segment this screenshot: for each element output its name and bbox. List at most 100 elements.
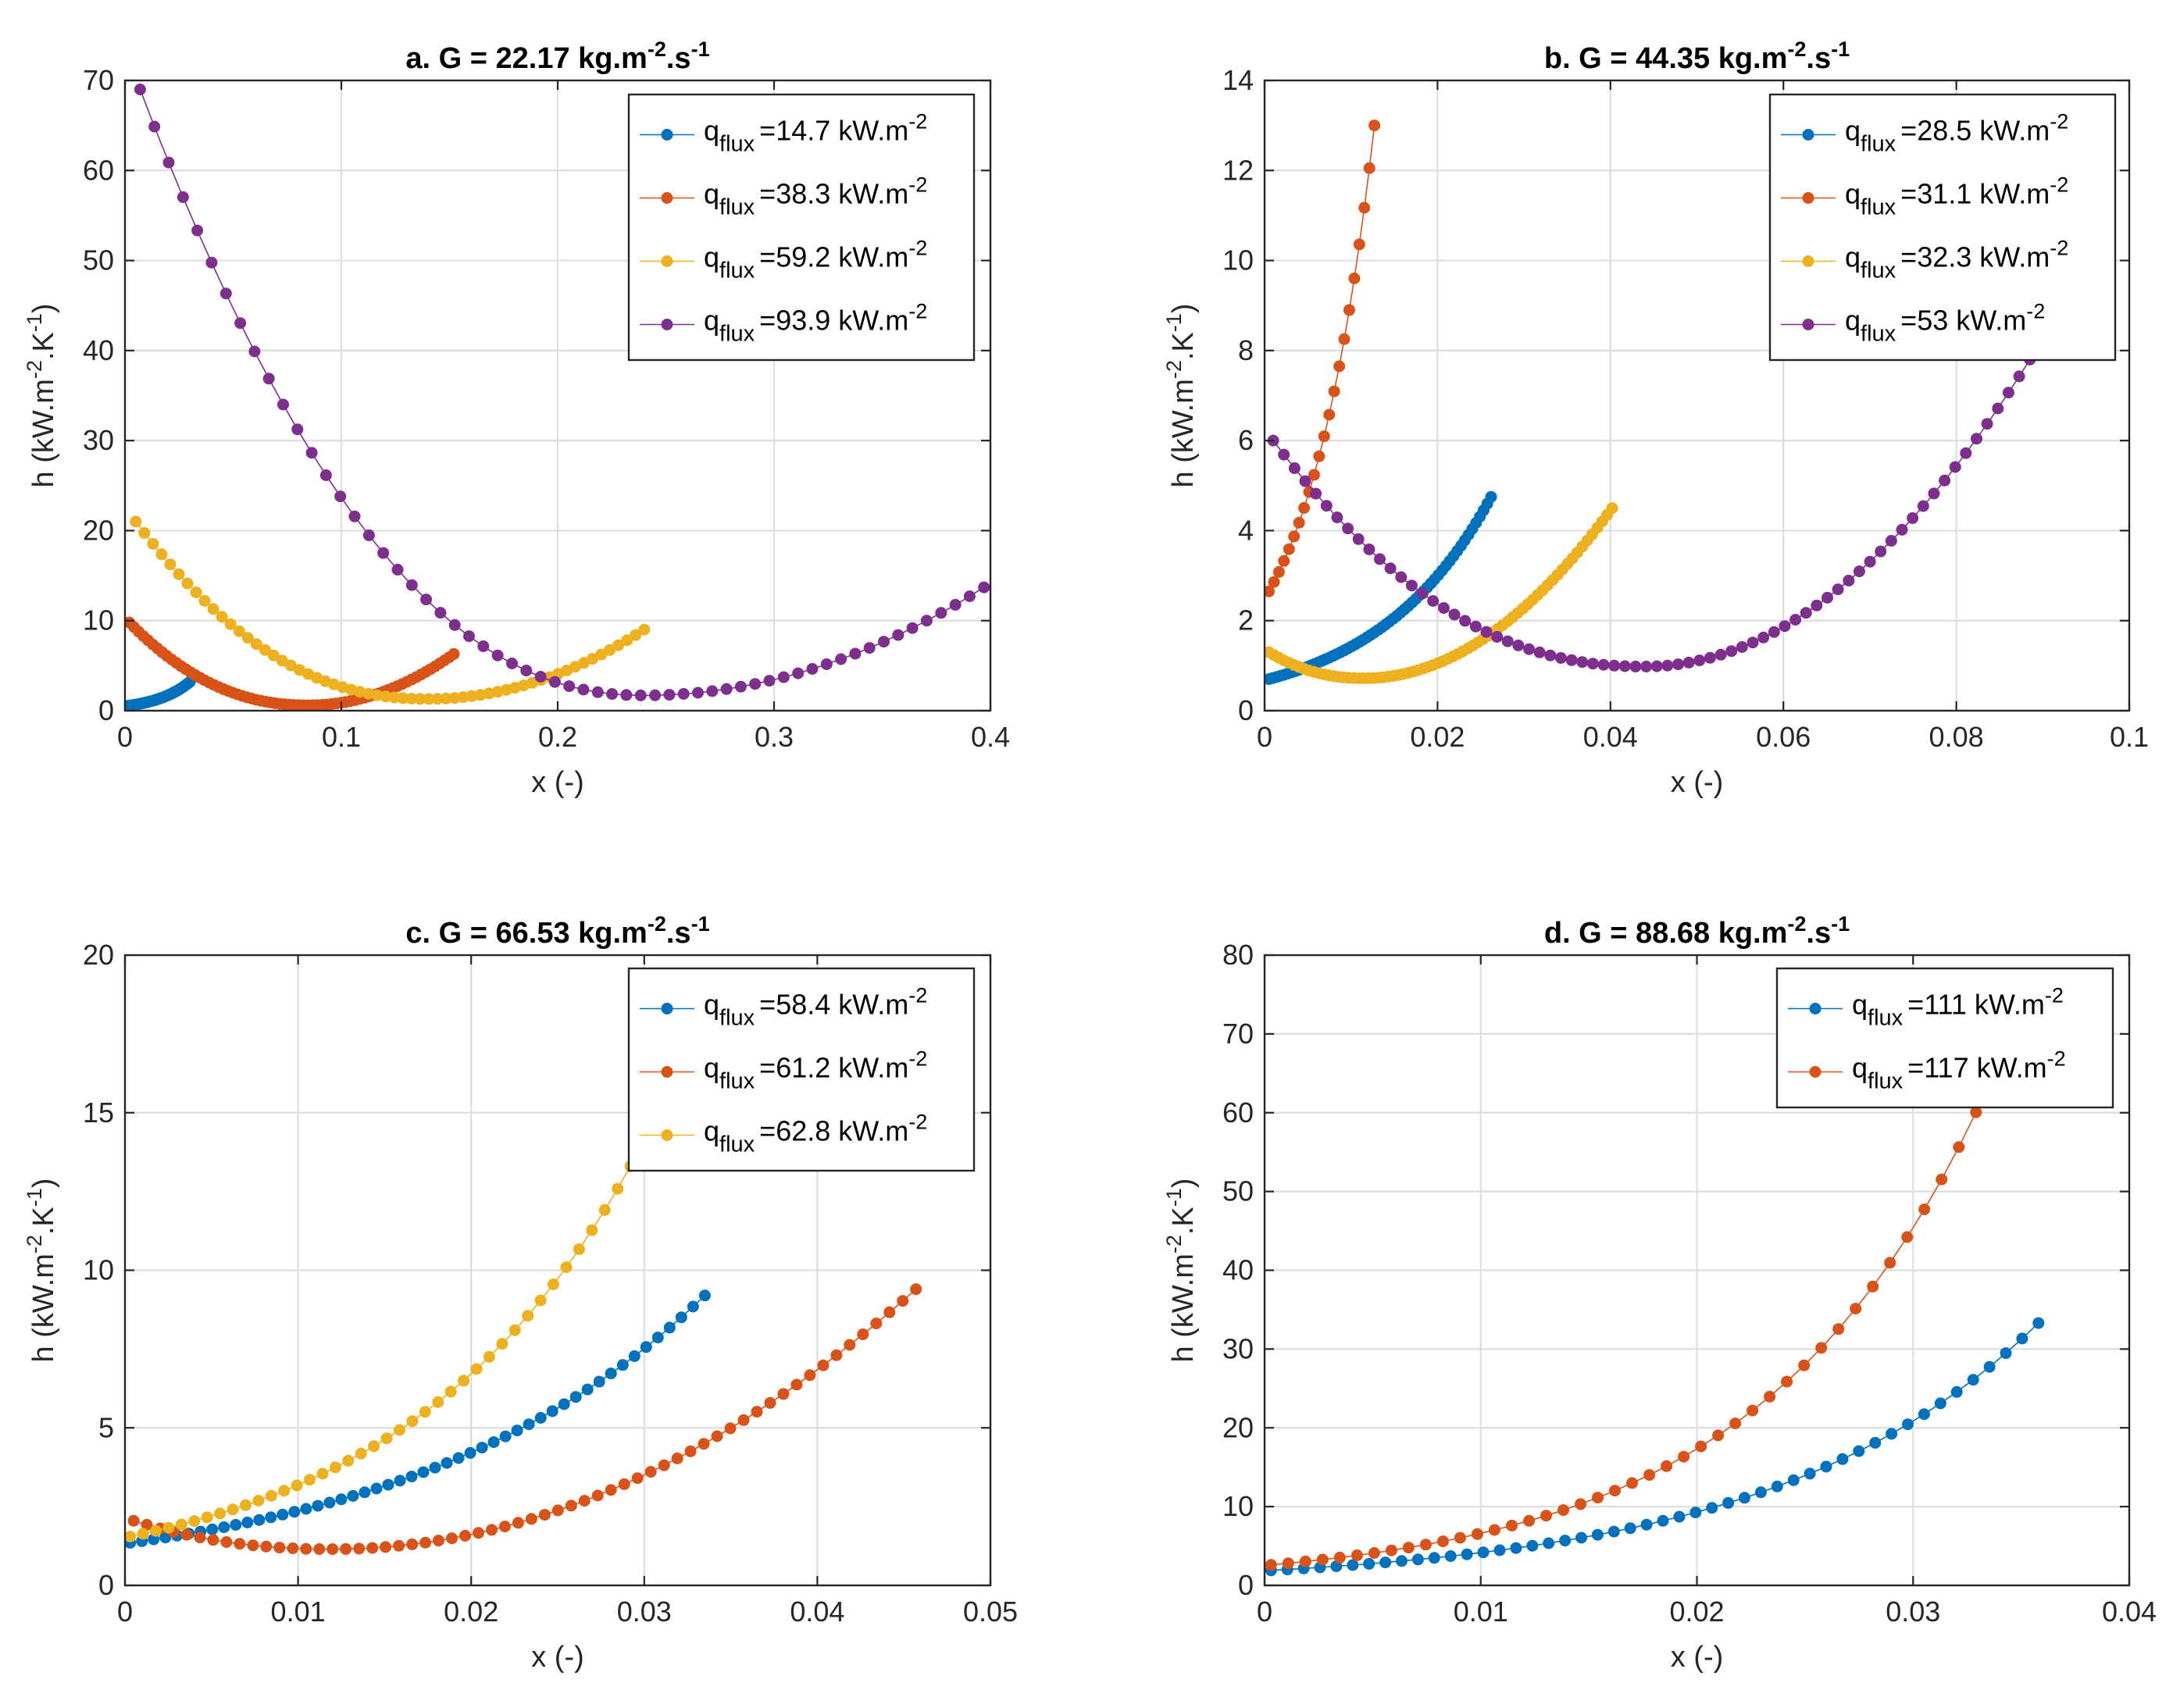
data-point	[763, 675, 776, 687]
data-point	[1869, 1436, 1882, 1449]
legend-marker	[661, 192, 673, 204]
data-point	[598, 1203, 611, 1216]
x-tick-label: 0.02	[1410, 721, 1465, 753]
data-point	[329, 1461, 341, 1474]
data-point	[1278, 554, 1290, 567]
data-point	[250, 638, 262, 651]
data-point	[457, 691, 469, 704]
y-axis-label: h (kW.m-2.K-1)	[1162, 304, 1200, 488]
data-point	[1673, 1510, 1686, 1523]
data-point	[1282, 1557, 1294, 1570]
legend-marker	[1802, 192, 1814, 204]
legend-box	[627, 967, 976, 1172]
data-point	[1714, 648, 1727, 661]
data-point	[218, 1521, 230, 1533]
data-point	[1650, 660, 1663, 672]
data-point	[634, 689, 647, 701]
data-point	[233, 625, 245, 637]
data-point	[663, 689, 676, 701]
data-point	[1347, 1559, 1359, 1571]
data-point	[1557, 1504, 1569, 1517]
data-point	[687, 1300, 699, 1313]
data-point	[278, 1485, 291, 1497]
data-point	[277, 398, 289, 411]
data-point	[1832, 1323, 1845, 1335]
data-point	[1313, 450, 1326, 462]
data-point	[312, 1499, 324, 1512]
x-tick-label: 0.03	[617, 1596, 672, 1628]
y-axis-label: h (kW.m-2.K-1)	[23, 304, 60, 488]
data-point	[1983, 1360, 1996, 1373]
data-point	[433, 1535, 444, 1547]
x-tick-label: 0.01	[1454, 1596, 1508, 1628]
data-point	[523, 1418, 535, 1431]
data-point	[640, 1341, 652, 1353]
data-point	[1331, 512, 1343, 523]
data-point	[319, 469, 332, 481]
data-point	[1867, 1280, 1879, 1293]
data-point	[1764, 1390, 1776, 1403]
data-point	[405, 1471, 418, 1483]
series-d-1	[1265, 1028, 2017, 1571]
y-tick-label: 6	[1238, 424, 1254, 456]
data-point	[1379, 1556, 1392, 1569]
data-point	[1815, 1342, 1828, 1354]
legend-label: qflux =59.2 kW.m-2	[704, 237, 927, 283]
data-point	[1506, 1519, 1518, 1531]
data-point	[1661, 1460, 1673, 1472]
y-tick-label: 0	[1238, 694, 1254, 726]
y-tick-label: 20	[83, 514, 114, 546]
x-tick-label: 0.1	[322, 721, 361, 753]
data-point	[1348, 273, 1361, 284]
data-point	[464, 1446, 476, 1459]
y-tick-label: 20	[83, 939, 114, 971]
data-point	[234, 1538, 246, 1550]
data-point	[1678, 1450, 1690, 1463]
data-point	[1559, 1535, 1572, 1547]
data-point	[1970, 1106, 1982, 1118]
data-point	[1471, 1528, 1483, 1540]
data-point	[1843, 574, 1855, 587]
x-tick-label: 0.02	[1669, 1596, 1724, 1628]
data-point	[287, 1542, 299, 1554]
data-point	[790, 1378, 803, 1391]
data-point	[191, 224, 204, 237]
data-point	[380, 1432, 393, 1445]
x-tick-label: 0	[117, 1596, 133, 1628]
data-point	[1512, 639, 1525, 651]
data-point	[1540, 1510, 1552, 1522]
data-point	[525, 1513, 537, 1525]
data-point	[164, 558, 177, 571]
data-point	[863, 642, 876, 654]
series-a-3	[134, 84, 990, 701]
data-point	[1288, 462, 1301, 474]
data-point	[1533, 646, 1546, 658]
data-point	[857, 1328, 869, 1340]
data-point	[150, 1524, 162, 1537]
data-point	[1739, 1492, 1750, 1504]
data-point	[963, 590, 976, 602]
data-point	[1351, 1549, 1363, 1561]
x-tick-label: 0.02	[444, 1596, 498, 1628]
data-point	[348, 510, 361, 522]
data-point	[353, 1542, 366, 1555]
chart-title: b. G = 44.35 kg.m-2.s-1	[1544, 37, 1850, 75]
data-point	[1444, 1550, 1457, 1562]
chart-title: c. G = 66.53 kg.m-2.s-1	[405, 912, 709, 950]
data-point	[1853, 1445, 1865, 1457]
legend-marker	[1802, 255, 1814, 267]
data-point	[677, 688, 690, 700]
data-point	[432, 1396, 444, 1408]
data-point	[1884, 1257, 1896, 1269]
data-point	[1626, 1477, 1638, 1489]
data-point	[1308, 469, 1320, 481]
data-point	[591, 1489, 604, 1502]
data-point	[749, 678, 762, 690]
data-point	[1609, 1485, 1621, 1497]
data-point	[630, 629, 642, 641]
data-point	[405, 579, 418, 591]
data-point	[538, 1509, 551, 1521]
data-point	[448, 692, 461, 704]
data-point	[878, 636, 890, 648]
data-point	[1416, 587, 1429, 600]
